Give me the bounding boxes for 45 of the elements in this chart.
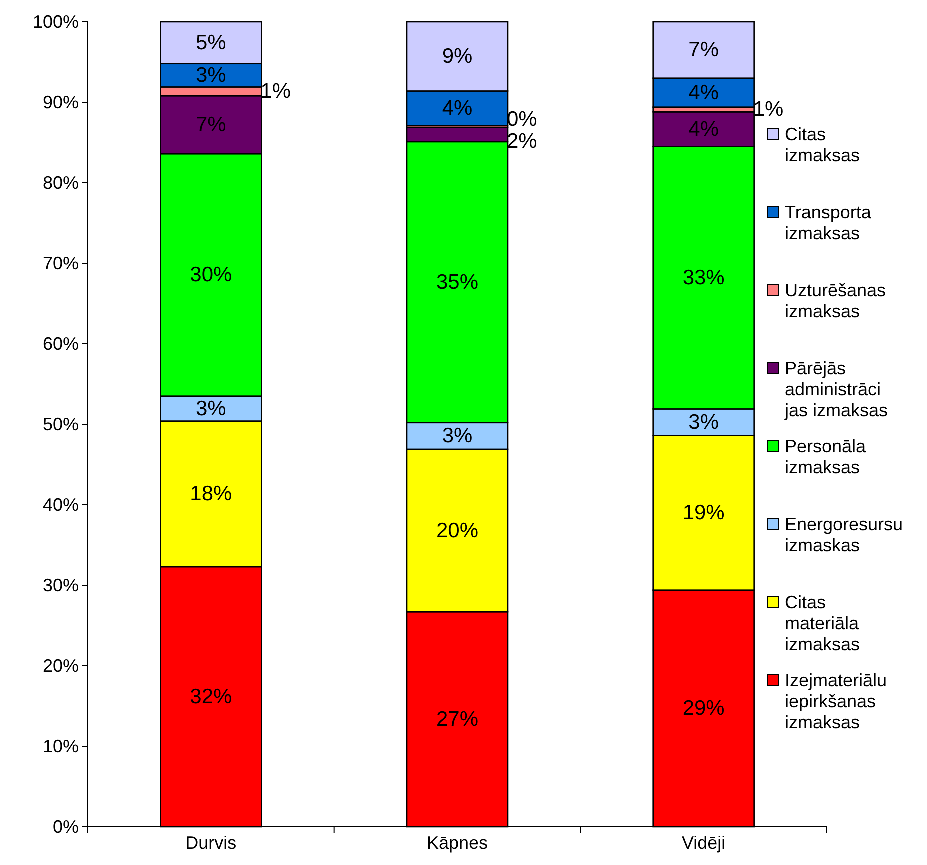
- data-label: 19%: [682, 502, 725, 525]
- data-label: 20%: [436, 519, 479, 542]
- x-tick-label: Kāpnes: [426, 833, 488, 853]
- y-tick-label: 80%: [42, 173, 79, 193]
- data-label: 3%: [442, 424, 473, 448]
- data-label: 9%: [442, 45, 473, 68]
- data-label: 18%: [190, 482, 232, 506]
- legend-label: Citas izmaksas: [785, 124, 860, 166]
- data-label: 29%: [682, 697, 725, 720]
- data-label: 5%: [196, 31, 226, 54]
- legend-label: Transporta izmaksas: [785, 202, 872, 244]
- data-label: 4%: [442, 97, 473, 120]
- data-label: 1%: [753, 98, 784, 122]
- legend-label: Citas materiāla izmaksas: [785, 592, 860, 655]
- data-label: 7%: [688, 38, 720, 62]
- data-label: 2%: [507, 130, 538, 154]
- data-label: 3%: [196, 64, 226, 88]
- data-label: 3%: [196, 397, 226, 420]
- y-tick-label: 50%: [42, 414, 79, 434]
- data-label: 7%: [196, 114, 226, 137]
- data-label: 0%: [507, 108, 538, 132]
- legend-label: Pārējās administrācijas izmaksas: [784, 358, 888, 421]
- data-label: 35%: [436, 270, 479, 294]
- y-tick-label: 70%: [42, 254, 79, 274]
- data-label: 30%: [190, 264, 232, 287]
- y-tick-label: 90%: [42, 92, 79, 112]
- x-tick-label: Vidēji: [682, 833, 726, 853]
- legend-label: Izejmateriālu iepirkšanas izmaksas: [785, 670, 888, 733]
- data-label: 4%: [688, 81, 720, 104]
- x-tick-label: Durvis: [186, 833, 237, 853]
- y-tick-label: 20%: [42, 656, 79, 676]
- y-tick-label: 30%: [42, 576, 79, 596]
- y-tick-label: 40%: [42, 495, 79, 515]
- data-label: 4%: [688, 118, 720, 141]
- legend-label: Personāla izmaksas: [785, 436, 868, 478]
- legend-label: Energoresursu izmaskas: [785, 514, 904, 556]
- data-label: 3%: [688, 410, 720, 434]
- data-label: 32%: [190, 685, 232, 708]
- y-tick-label: 10%: [42, 736, 79, 756]
- legend-label: Uzturēšanas izmaksas: [785, 280, 886, 322]
- data-label: 27%: [436, 708, 479, 732]
- y-tick-label: 100%: [32, 12, 79, 32]
- data-label: 33%: [682, 266, 725, 290]
- y-tick-label: 0%: [52, 817, 79, 837]
- y-tick-label: 60%: [42, 334, 79, 354]
